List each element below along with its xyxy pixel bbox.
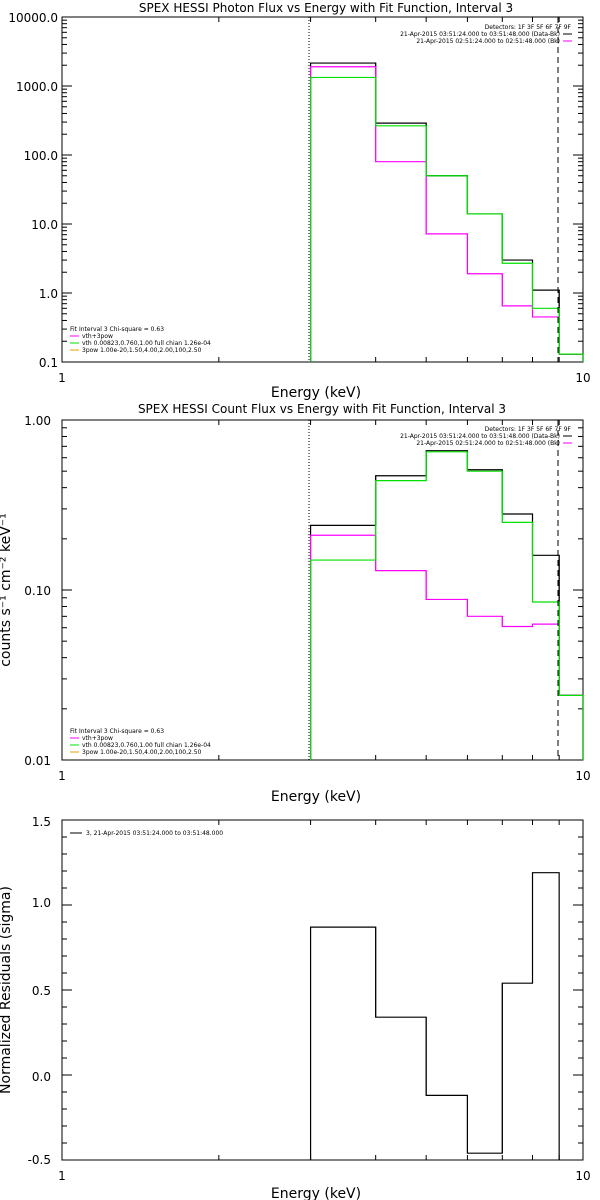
residuals-xtick-label: 1 [58,1169,66,1183]
residuals-ytick-label: -0.5 [28,1153,51,1167]
photon-legend-3pow-label: 3pow 1.00e-20,1.50,4.00,2.00,100,2.50 [82,347,202,354]
photon-ytick-label: 10.0 [31,218,58,232]
photon-xtick-label: 10 [575,371,590,385]
photon-legend-fit-interval: Fit Interval 3 Chi-square = 0.63 [70,326,164,333]
photon-ytick-label: 10000.0 [8,11,58,25]
photon-xaxis-label: Energy (keV) [271,385,361,401]
residuals-legend-label: 3, 21-Apr-2015 03:51:24.000 to 03:51:48.… [86,830,223,837]
residuals-series-layer [309,872,560,1160]
photon-legend-fit-label: vth+3pow [82,333,113,340]
photon-ytick-label: 100.0 [24,149,58,163]
count-xaxis-label: Energy (keV) [271,789,361,805]
residuals-xaxis-label: Energy (keV) [271,1186,361,1200]
count-grid-ticks [62,419,583,761]
photon-legend-detectors: Detectors: 1F 3F 5F 6F 7F 9F [485,24,572,31]
photon-plot-frame [61,16,584,363]
count-series-1 [309,534,584,760]
count-legend-bk-interval: 21-Apr-2015 02:51:24.000 to 02:51:48.000… [416,440,560,447]
count-xtick-label: 1 [58,769,66,783]
photon-flux-panel: SPEX HESSI Photon Flux vs Energy with Fi… [8,1,590,401]
photon-series-2 [309,76,584,362]
residuals-ytick-label: 0.0 [32,1070,51,1084]
photon-series-1 [309,66,584,362]
count-ytick-label: 1.00 [24,414,51,428]
count-ytick-label: 0.10 [24,584,51,598]
residuals-xtick-label: 10 [575,1169,590,1183]
count-series-0 [309,450,584,760]
count-legend-vth-label: vth 0.00823,0.760,1.00 full chian 1.26e-… [82,742,211,749]
residuals-panel: 1.5 1.0 0.5 0.0 -0.5 1 10 Energy (keV) N… [0,815,591,1200]
photon-legend-vth-label: vth 0.00823,0.760,1.00 full chian 1.26e-… [82,340,211,347]
count-panel-title: SPEX HESSI Count Flux vs Energy with Fit… [138,402,506,416]
count-legend-fit-label: vth+3pow [82,735,113,742]
residuals-ytick-label: 1.0 [32,896,51,910]
photon-ytick-label: 1.0 [39,287,58,301]
residuals-ytick-label: 0.5 [32,984,51,998]
residuals-ytick-label: 1.5 [32,815,51,829]
residuals-series-0 [309,872,560,1160]
photon-legend-bk-interval: 21-Apr-2015 02:51:24.000 to 02:51:48.000… [416,38,560,45]
photon-xtick-label: 1 [58,371,66,385]
count-legend-detectors: Detectors: 1F 3F 5F 6F 7F 9F [485,426,572,433]
count-flux-panel: SPEX HESSI Count Flux vs Energy with Fit… [0,402,591,805]
count-plot-frame [61,419,584,761]
count-series-layer [309,450,584,760]
photon-legend-data-interval: 21-Apr-2015 03:51:24.000 to 03:51:48.000… [400,31,560,38]
residuals-plot-frame [61,819,584,1161]
photon-panel-title: SPEX HESSI Photon Flux vs Energy with Fi… [139,1,513,15]
count-legend-data-interval: 21-Apr-2015 03:51:24.000 to 03:51:48.000… [400,433,560,440]
residuals-grid-ticks [62,819,583,1161]
count-legend-3pow-label: 3pow 1.00e-20,1.50,4.00,2.00,100,2.50 [82,749,202,756]
photon-grid-ticks [62,16,583,363]
count-legend-fit-interval: Fit Interval 3 Chi-square = 0.63 [70,728,164,735]
residuals-yaxis-label: Normalized Residuals (sigma) [0,886,14,1094]
count-xtick-label: 10 [575,769,590,783]
count-series-2 [309,451,584,760]
count-yaxis-label: counts s⁻¹ cm⁻² keV⁻¹ [0,513,14,667]
photon-ytick-label: 0.1 [39,356,58,370]
count-ytick-label: 0.01 [24,754,51,768]
photon-ytick-label: 1000.0 [16,80,58,94]
photon-series-layer [309,62,584,362]
